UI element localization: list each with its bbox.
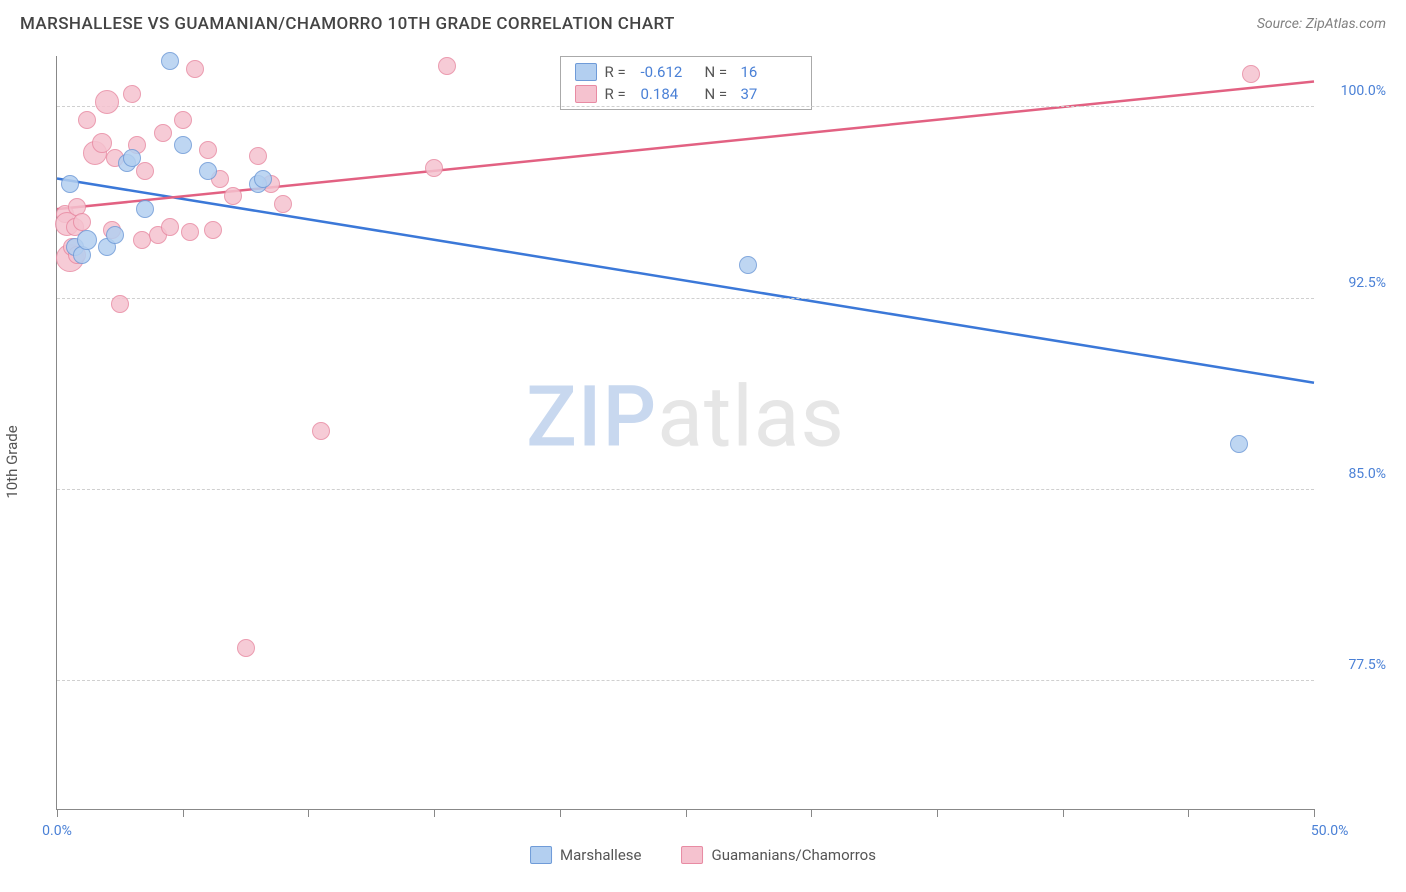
source-attribution: Source: ZipAtlas.com <box>1257 16 1386 32</box>
scatter-point-guamanians <box>224 187 242 205</box>
r-value-guamanians: 0.184 <box>641 85 697 103</box>
gridline-h <box>57 680 1314 681</box>
swatch-marshallese <box>530 846 552 864</box>
x-tick <box>811 809 812 817</box>
scatter-point-guamanians <box>425 159 443 177</box>
trend-lines-layer <box>57 56 1314 809</box>
chart-container: 10th Grade ZIPatlas R = -0.612 N = 16 R … <box>0 42 1406 882</box>
scatter-point-marshallese <box>739 256 757 274</box>
chart-title: MARSHALLESE VS GUAMANIAN/CHAMORRO 10TH G… <box>20 14 675 34</box>
scatter-point-marshallese <box>1230 435 1248 453</box>
scatter-point-marshallese <box>106 226 124 244</box>
scatter-point-guamanians <box>186 60 204 78</box>
scatter-point-guamanians <box>181 223 199 241</box>
n-value-marshallese: 16 <box>741 63 797 81</box>
legend-row-marshallese: R = -0.612 N = 16 <box>571 61 801 83</box>
swatch-marshallese <box>575 63 597 81</box>
scatter-point-guamanians <box>73 213 91 231</box>
scatter-point-guamanians <box>312 422 330 440</box>
scatter-point-guamanians <box>1242 65 1260 83</box>
correlation-legend-box: R = -0.612 N = 16 R = 0.184 N = 37 <box>560 56 812 110</box>
legend-label-marshallese: Marshallese <box>560 846 641 864</box>
n-label: N = <box>705 63 733 81</box>
x-tick-label: 50.0% <box>1311 823 1349 839</box>
scatter-point-guamanians <box>78 111 96 129</box>
swatch-guamanians <box>575 85 597 103</box>
scatter-point-guamanians <box>111 295 129 313</box>
source-prefix: Source: <box>1257 16 1306 32</box>
legend-label-guamanians: Guamanians/Chamorros <box>711 846 875 864</box>
scatter-point-guamanians <box>123 85 141 103</box>
x-tick <box>560 809 561 817</box>
watermark-part2: atlas <box>657 368 845 467</box>
x-tick <box>434 809 435 817</box>
n-value-guamanians: 37 <box>741 85 797 103</box>
x-tick <box>308 809 309 817</box>
scatter-point-guamanians <box>161 218 179 236</box>
legend-item-marshallese: Marshallese <box>530 846 641 864</box>
y-axis-label: 10th Grade <box>3 425 21 498</box>
trend-line-marshallese <box>57 179 1314 383</box>
y-tick-label: 77.5% <box>1348 657 1386 673</box>
x-tick <box>1063 809 1064 817</box>
series-legend: Marshallese Guamanians/Chamorros <box>530 846 876 864</box>
scatter-point-guamanians <box>438 57 456 75</box>
n-label: N = <box>705 85 733 103</box>
scatter-point-guamanians <box>204 221 222 239</box>
gridline-h <box>57 489 1314 490</box>
x-tick-label: 0.0% <box>42 823 72 839</box>
scatter-point-marshallese <box>199 162 217 180</box>
r-value-marshallese: -0.612 <box>641 63 697 81</box>
plot-area: ZIPatlas R = -0.612 N = 16 R = 0.184 N =… <box>56 56 1314 810</box>
legend-row-guamanians: R = 0.184 N = 37 <box>571 83 801 105</box>
y-tick-label: 92.5% <box>1348 275 1386 291</box>
header: MARSHALLESE VS GUAMANIAN/CHAMORRO 10TH G… <box>0 0 1406 42</box>
x-tick <box>183 809 184 817</box>
scatter-point-guamanians <box>95 90 119 114</box>
scatter-point-marshallese <box>61 175 79 193</box>
source-name: ZipAtlas.com <box>1306 16 1386 32</box>
scatter-point-marshallese <box>123 149 141 167</box>
scatter-point-guamanians <box>174 111 192 129</box>
x-tick <box>937 809 938 817</box>
scatter-point-guamanians <box>274 195 292 213</box>
x-tick <box>57 809 58 817</box>
scatter-point-guamanians <box>249 147 267 165</box>
legend-item-guamanians: Guamanians/Chamorros <box>681 846 875 864</box>
gridline-h <box>57 298 1314 299</box>
x-tick <box>686 809 687 817</box>
x-tick <box>1188 809 1189 817</box>
scatter-point-marshallese <box>174 136 192 154</box>
scatter-point-guamanians <box>237 639 255 657</box>
swatch-guamanians <box>681 846 703 864</box>
scatter-point-marshallese <box>136 200 154 218</box>
scatter-point-marshallese <box>254 170 272 188</box>
r-label: R = <box>605 63 633 81</box>
scatter-point-guamanians <box>154 124 172 142</box>
scatter-point-guamanians <box>199 141 217 159</box>
watermark-part1: ZIP <box>526 368 657 467</box>
scatter-point-marshallese <box>161 52 179 70</box>
gridline-h <box>57 106 1314 107</box>
watermark: ZIPatlas <box>526 368 845 467</box>
r-label: R = <box>605 85 633 103</box>
scatter-point-marshallese <box>77 230 97 250</box>
x-tick <box>1314 809 1315 817</box>
y-tick-label: 85.0% <box>1348 466 1386 482</box>
y-tick-label: 100.0% <box>1341 83 1386 99</box>
